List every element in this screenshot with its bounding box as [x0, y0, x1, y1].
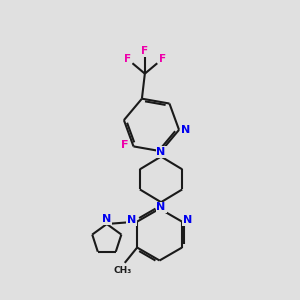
Text: N: N: [156, 147, 166, 157]
Text: N: N: [102, 214, 111, 224]
Text: N: N: [127, 215, 136, 225]
Text: N: N: [156, 202, 166, 212]
Text: F: F: [124, 54, 131, 64]
Text: F: F: [159, 54, 166, 64]
Text: N: N: [181, 125, 190, 135]
Text: F: F: [141, 46, 148, 56]
Text: CH₃: CH₃: [113, 266, 131, 275]
Text: N: N: [183, 215, 193, 225]
Text: F: F: [122, 140, 129, 150]
